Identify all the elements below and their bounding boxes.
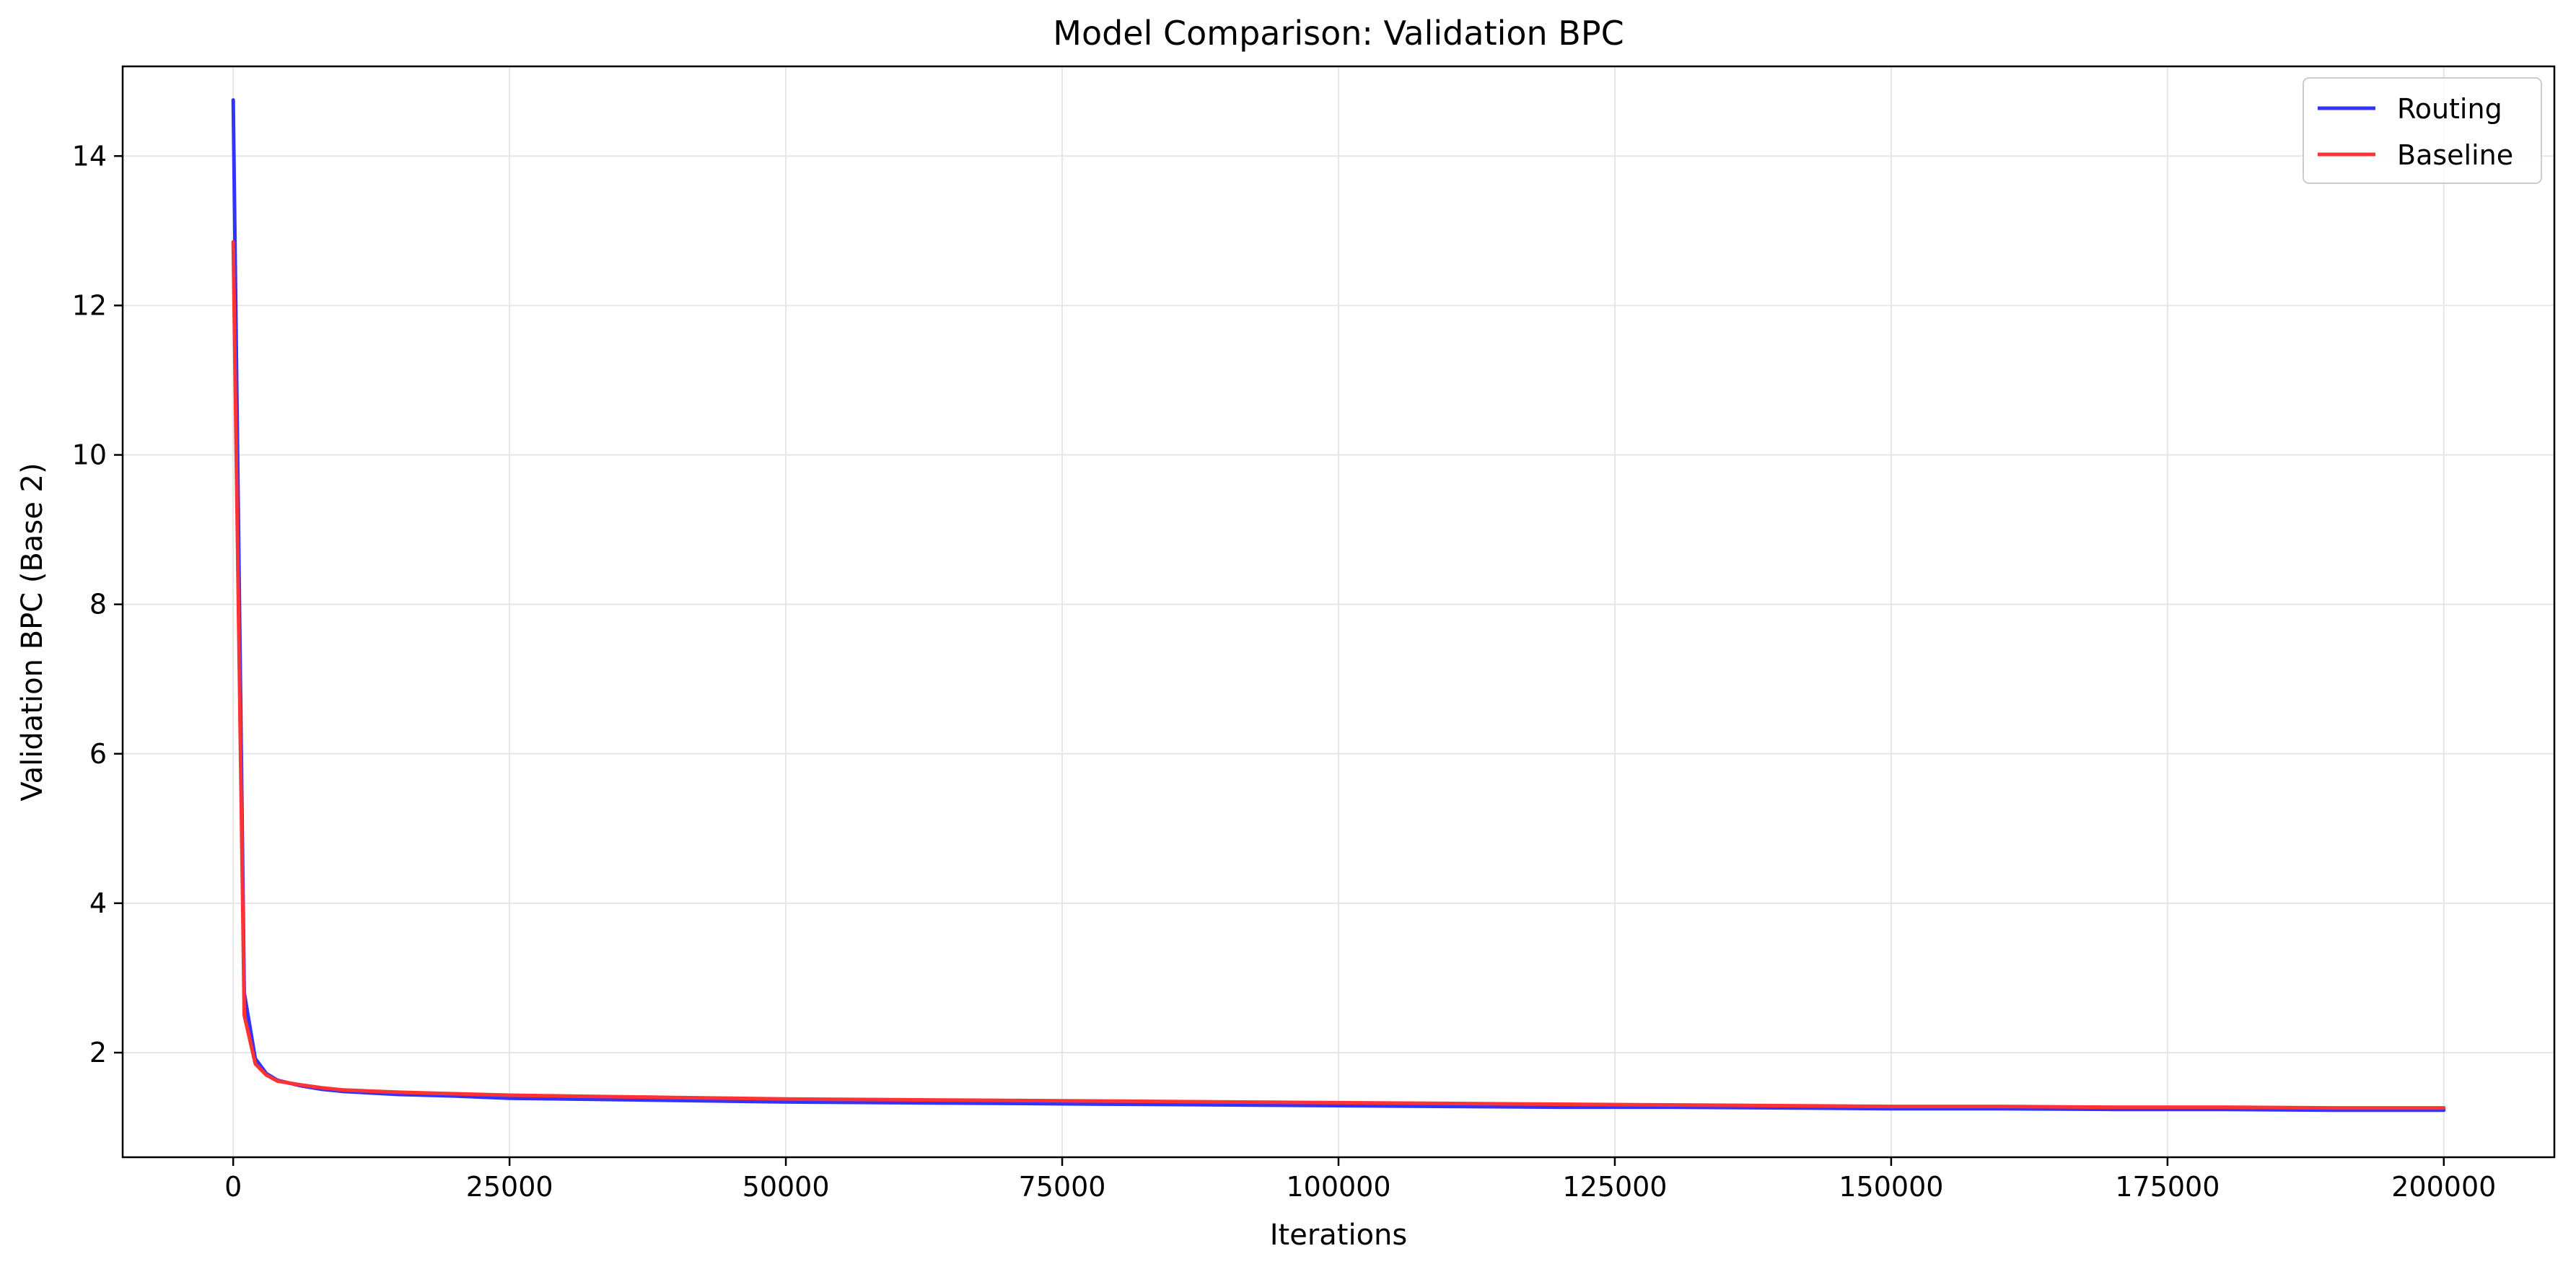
y-tick-label: 8: [89, 589, 107, 620]
x-tick-label: 0: [224, 1171, 242, 1203]
x-tick-label: 200000: [2391, 1171, 2496, 1203]
legend-label-baseline: Baseline: [2397, 139, 2513, 171]
y-tick-label: 14: [72, 140, 107, 172]
series-line-baseline: [231, 240, 2446, 1110]
x-tick-label: 175000: [2115, 1171, 2220, 1203]
y-tick-label: 12: [72, 289, 107, 321]
y-tick-label: 2: [89, 1037, 107, 1068]
x-tick-label: 100000: [1286, 1171, 1390, 1203]
x-tick-label: 50000: [742, 1171, 830, 1203]
y-tick-label: 10: [72, 439, 107, 471]
axis-ticks: 0 25000 50000 75000 100000 125000 150000 175000…: [72, 140, 2497, 1203]
y-tick-label: 6: [89, 738, 107, 770]
series-layer: [231, 98, 2446, 1113]
y-tick-label: 4: [89, 887, 107, 919]
legend-box: [2303, 77, 2542, 184]
y-axis-label: Validation BPC (Base 2): [16, 462, 49, 801]
x-tick-label: 125000: [1562, 1171, 1667, 1203]
x-tick-label: 25000: [466, 1171, 553, 1203]
x-tick-label: 150000: [1839, 1171, 1943, 1203]
chart-title: Model Comparison: Validation BPC: [1053, 14, 1624, 53]
legend-label-routing: Routing: [2397, 93, 2502, 125]
grid: [123, 66, 2554, 1157]
x-tick-label: 75000: [1019, 1171, 1106, 1203]
legend: Routing Baseline: [2303, 77, 2542, 184]
x-axis-label: Iterations: [1270, 1219, 1408, 1252]
